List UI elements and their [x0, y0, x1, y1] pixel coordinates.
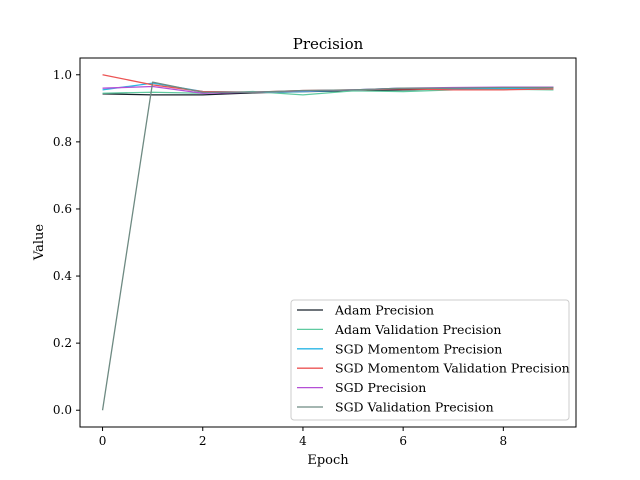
x-tick-label: 4 [299, 434, 307, 448]
legend-box [290, 299, 570, 421]
plot-area-frame [79, 57, 577, 428]
x-tick-label: 0 [99, 434, 107, 448]
plot-lines [101, 74, 554, 411]
legend-label-5: SGD Validation Precision [335, 400, 494, 415]
y-tick-label: 0.0 [53, 403, 72, 417]
legend-label-0: Adam Precision [334, 303, 434, 318]
legend-label-1: Adam Validation Precision [334, 322, 501, 337]
x-axis-ticks: 0 2 4 6 8 [99, 427, 507, 448]
series-line-5 [101, 81, 554, 411]
legend: Adam Precision Adam Validation Precision S… [290, 299, 570, 421]
legend-label-3: SGD Momentom Validation Precision [335, 361, 570, 376]
x-tick-label: 8 [500, 434, 508, 448]
legend-label-2: SGD Momentom Precision [335, 341, 502, 356]
y-tick-label: 0.6 [53, 202, 72, 216]
y-axis-label: Value [32, 224, 47, 261]
x-axis-label: Epoch [307, 453, 349, 468]
legend-label-4: SGD Precision [335, 380, 426, 395]
y-tick-label: 0.8 [53, 135, 72, 149]
x-tick-label: 2 [199, 434, 207, 448]
y-tick-label: 1.0 [53, 68, 72, 82]
chart-title: Precision [293, 35, 364, 53]
y-tick-label: 0.4 [53, 269, 72, 283]
y-tick-label: 0.2 [53, 336, 72, 350]
y-axis-ticks: 0.0 0.2 0.4 0.6 0.8 1.0 [53, 68, 80, 417]
x-tick-label: 6 [399, 434, 407, 448]
